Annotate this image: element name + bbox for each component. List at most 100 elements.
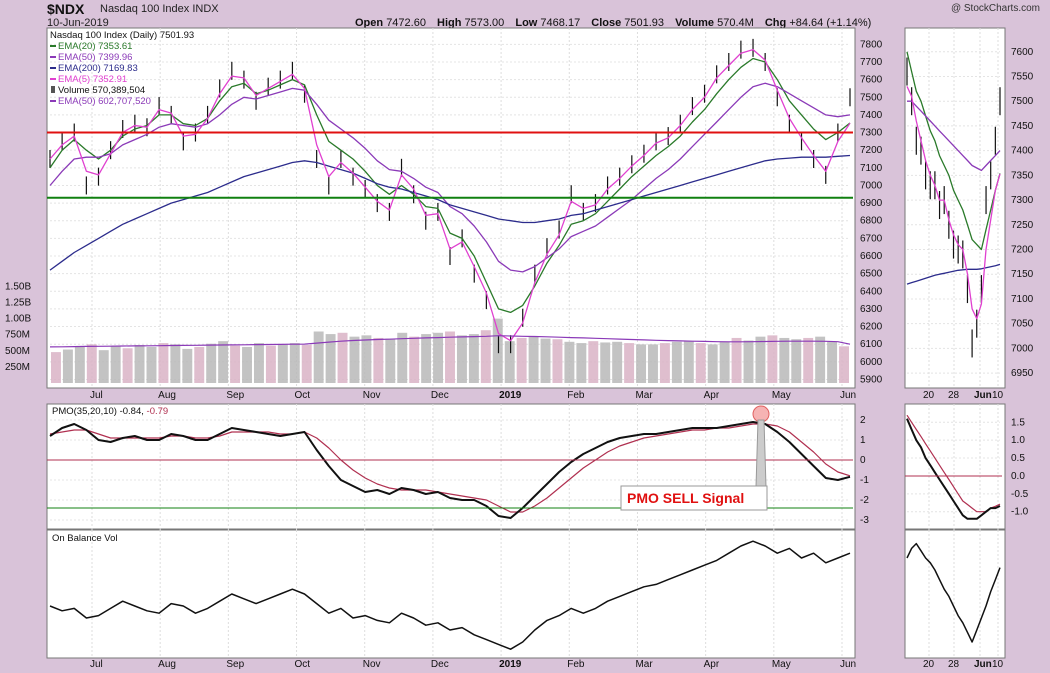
volume-bar [540,338,551,383]
y-tick-label: 7700 [860,57,883,68]
volume-bar [277,344,288,383]
y-tick-label: 7450 [1011,121,1034,132]
x-tick-label: 28 [948,390,960,401]
volume-tick-label: 1.00B [5,314,31,325]
volume-tick-label: 250M [5,362,30,373]
series-line [49,48,851,342]
volume-bar [74,346,85,383]
volume-bar [719,341,730,383]
high-label: High [437,17,462,29]
horizontal-lines [47,131,1002,509]
y-tick-label: 6900 [860,198,883,209]
volume-bar [731,337,742,383]
copyright-text: @ StockCharts.com [950,3,1040,14]
volume-bar [552,339,563,383]
close-value: 7501.93 [624,17,665,29]
series-line [907,100,1001,172]
volume-bar [337,332,348,383]
volume-bar [600,342,611,383]
y-tick-label: 7350 [1011,170,1034,181]
volume-tick-label: 750M [5,330,30,341]
volume-bar [421,334,432,383]
volume-bar [504,341,515,383]
volume-bar [445,331,455,383]
x-tick-label: 2019 [499,390,522,401]
price-legend: Nasdaq 100 Index (Daily) 7501.93 EMA(20)… [50,30,194,107]
volume-bar [253,343,264,383]
pmo-legend-title: PMO(35,20,10) -0.84, [52,406,144,417]
sell-signal-box [620,485,768,511]
legend-swatches [50,45,56,102]
volume-bar [612,341,623,383]
y-tick-label: 7400 [1011,146,1034,157]
volume-bar [325,334,336,383]
volume-bar [755,336,766,383]
x-tick-label: Jul [90,390,103,401]
y-tick-label: 7150 [1011,269,1034,280]
y-tick-label: 7000 [1011,343,1034,354]
volume-bar [373,337,384,383]
y-tick-label: 7800 [860,39,883,50]
zoom-pmo-panel-bg [904,403,1006,530]
y-tick-label: -1.0 [1011,507,1029,518]
volume-bar [576,343,587,383]
volume-bar [707,344,718,383]
x-tick-label: Jun [840,390,856,401]
volume-bar [839,346,849,383]
high-value: 7573.00 [464,17,505,29]
open-label: Open [355,17,384,29]
volume-bar [624,343,635,383]
obv-panel-bg [46,529,856,659]
y-tick-label: 6200 [860,322,883,333]
legend-ema200: EMA(200) 7169.83 [58,63,138,74]
chart-symbol: $NDX [47,1,85,17]
volume-bar [230,345,241,383]
volume-bar [265,345,276,383]
volume-bar [779,337,790,383]
y-tick-label: 6800 [860,216,883,227]
series-line [906,51,1001,251]
x-tick-label: Feb [567,390,585,401]
chg-label: Chg [764,17,787,29]
y-tick-label: -2 [860,495,869,506]
volume-bar [349,336,360,383]
volume-bar [827,341,838,383]
x-tick-label: Jun [974,390,992,401]
volume-bar [791,339,802,383]
y-tick-label: 6600 [860,251,883,262]
x-tick-label: Oct [295,390,311,401]
volume-bar [62,349,73,383]
y-tick-label: 7300 [1011,195,1034,206]
x-tick-label: Nov [363,659,381,670]
series-line [906,418,1001,520]
close-label: Close [591,17,622,29]
y-tick-label: 7550 [1011,71,1034,82]
y-tick-label: 6300 [860,304,883,315]
series-line [49,335,851,348]
volume-bar [194,346,205,383]
x-tick-label: Sep [226,390,244,401]
volume-bar [134,345,145,383]
x-tick-label: Apr [704,390,720,401]
open-value: 7472.60 [386,17,426,29]
y-tick-label: 6950 [1011,368,1034,379]
volume-bar [480,330,491,383]
chart-date: 10-Jun-2019 [47,17,109,29]
y-tick-label: 6500 [860,269,883,280]
volume-bar [468,334,479,383]
volume-bar [51,352,61,383]
volume-bar [110,345,121,383]
legend-ema5: EMA(5) 7352.91 [58,74,127,85]
x-tick-label: Dec [431,659,449,670]
volume-bar [170,344,181,383]
x-tick-label: May [772,659,791,670]
volume-label: Volume [675,17,715,29]
y-tick-label: 7300 [860,128,883,139]
y-tick-label: 7600 [860,75,883,86]
series-line [49,540,851,650]
x-tick-label: Jun [974,659,992,670]
series-line [49,154,851,271]
y-tick-label: 1.5 [1011,417,1025,428]
x-tick-label: Jun [840,659,856,670]
